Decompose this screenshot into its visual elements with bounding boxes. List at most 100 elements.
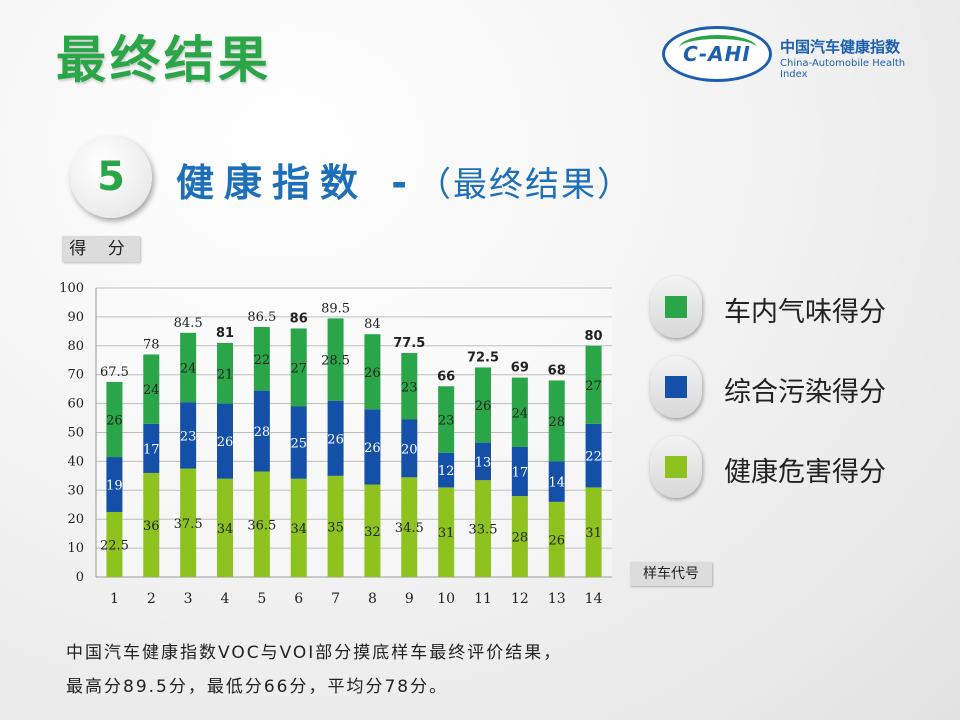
bar-value-label: 26 <box>106 413 123 428</box>
bar-value-label: 14 <box>548 476 565 491</box>
y-tick-label: 40 <box>67 454 84 469</box>
bar-segment <box>364 409 381 485</box>
legend-item-health-hazard: 健康危害得分 <box>650 436 920 498</box>
y-tick-label: 60 <box>67 397 84 412</box>
bar-value-label: 33.5 <box>469 523 498 538</box>
bar-value-label: 22.5 <box>100 538 129 553</box>
caption-line-2: 最高分89.5分，最低分66分，平均分78分。 <box>66 677 449 697</box>
legend-pill <box>650 356 702 418</box>
section-number-badge: 5 <box>70 136 152 218</box>
bar-value-label: 34.5 <box>395 521 424 536</box>
bar-value-label: 27 <box>290 361 307 376</box>
x-tick-label: 2 <box>147 591 156 607</box>
pollution-swatch <box>665 376 687 398</box>
bar-total-label: 72.5 <box>467 350 499 365</box>
bar-total-label: 84 <box>364 317 381 332</box>
bar-total-label: 66 <box>437 369 455 384</box>
bar-value-label: 31 <box>438 526 455 541</box>
x-axis-label: 样车代号 <box>630 562 712 586</box>
bar-value-label: 32 <box>364 525 381 540</box>
bar-total-label: 69 <box>511 361 529 376</box>
legend-label-pollution: 综合污染得分 <box>724 377 886 408</box>
bar-value-label: 28.5 <box>321 354 350 369</box>
bar-segment <box>106 457 123 512</box>
bar-value-label: 26 <box>217 435 234 450</box>
y-tick-label: 0 <box>76 570 84 585</box>
bar-segment <box>438 452 455 488</box>
bar-total-label: 86.5 <box>247 310 276 325</box>
bar-value-label: 34 <box>290 522 307 537</box>
bar-segment <box>217 403 233 479</box>
bar-segment <box>475 480 491 577</box>
legend-item-odor: 车内气味得分 <box>650 276 920 338</box>
bar-segment <box>290 478 307 577</box>
bar-segment <box>143 423 160 473</box>
bar-segment <box>585 345 602 424</box>
bar-segment <box>180 332 197 403</box>
bar-value-label: 23 <box>401 380 418 395</box>
x-tick-label: 14 <box>585 591 603 607</box>
bar-segment <box>401 477 418 577</box>
bar-value-label: 24 <box>180 361 197 376</box>
bar-segment <box>511 496 528 577</box>
logo-english-name: China-Automobile Health Index <box>780 58 906 80</box>
health-hazard-swatch <box>665 456 687 478</box>
bar-value-label: 35 <box>327 520 344 535</box>
bar-value-label: 21 <box>217 367 234 382</box>
logo-oval-icon <box>662 26 772 82</box>
bar-value-label: 22 <box>585 450 602 465</box>
bar-segment <box>401 353 418 420</box>
x-tick-label: 1 <box>110 591 119 607</box>
bar-value-label: 23 <box>438 413 455 428</box>
bar-value-label: 26 <box>364 366 381 381</box>
bar-value-label: 13 <box>475 455 492 470</box>
bar-value-label: 23 <box>180 429 197 444</box>
bar-value-label: 26 <box>548 533 565 548</box>
y-tick-label: 80 <box>67 339 84 354</box>
y-tick-label: 100 <box>59 281 84 296</box>
bar-segment <box>585 487 602 577</box>
bar-segment <box>364 484 381 577</box>
bar-total-label: 81 <box>216 326 234 341</box>
bar-value-label: 22 <box>254 353 271 368</box>
bar-value-label: 36 <box>143 519 160 534</box>
bar-segment <box>290 406 307 479</box>
y-tick-label: 20 <box>67 512 84 527</box>
legend-pill <box>650 436 702 498</box>
x-tick-label: 6 <box>294 591 303 607</box>
bar-value-label: 37.5 <box>174 517 203 532</box>
bar-value-label: 17 <box>143 442 160 457</box>
bar-segment <box>327 475 344 577</box>
bar-value-label: 28 <box>512 531 529 546</box>
bar-total-label: 84.5 <box>174 316 203 331</box>
bar-segment <box>106 511 123 577</box>
x-tick-label: 4 <box>221 591 230 607</box>
page-title: 最终结果 <box>56 31 272 89</box>
x-tick-label: 13 <box>548 591 566 607</box>
bar-segment <box>548 461 565 502</box>
bar-segment <box>143 354 160 424</box>
bar-segment <box>327 318 344 401</box>
bar-total-label: 80 <box>585 329 603 344</box>
section-title-main: 健康指数 - <box>176 161 418 205</box>
y-tick-label: 10 <box>67 541 84 556</box>
bar-segment <box>585 423 602 488</box>
bar-segment <box>217 342 233 404</box>
y-tick-label: 70 <box>67 368 84 383</box>
x-tick-label: 7 <box>331 591 340 607</box>
bar-total-label: 86 <box>290 311 308 326</box>
bar-segment <box>364 334 381 410</box>
bar-value-label: 28 <box>254 425 271 440</box>
y-tick-label: 30 <box>67 483 84 498</box>
logo-car-arc-icon <box>679 35 757 61</box>
bar-value-label: 28 <box>548 415 565 430</box>
bar-segment <box>401 419 418 478</box>
section-subtitle: （最终结果） <box>417 165 634 205</box>
bar-total-label: 68 <box>548 363 566 378</box>
legend-item-pollution: 综合污染得分 <box>650 356 920 418</box>
bar-segment <box>217 478 233 577</box>
bar-segment <box>327 400 344 476</box>
bar-segment <box>143 472 160 577</box>
bar-value-label: 12 <box>438 464 455 479</box>
